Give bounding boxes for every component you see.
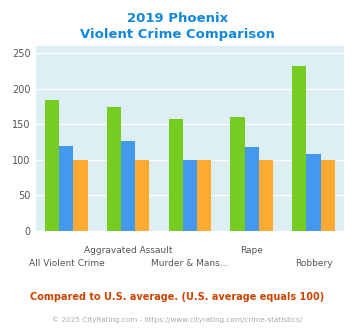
Bar bbox=[169, 119, 183, 231]
Text: Robbery: Robbery bbox=[295, 259, 332, 268]
Text: 2019 Phoenix: 2019 Phoenix bbox=[127, 12, 228, 24]
Bar bbox=[230, 117, 245, 231]
Bar bbox=[183, 160, 197, 231]
Text: Compared to U.S. average. (U.S. average equals 100): Compared to U.S. average. (U.S. average … bbox=[31, 292, 324, 302]
Text: Aggravated Assault: Aggravated Assault bbox=[84, 246, 173, 255]
Bar bbox=[259, 160, 273, 231]
Text: Rape: Rape bbox=[240, 246, 263, 255]
Bar bbox=[107, 107, 121, 231]
Text: All Violent Crime: All Violent Crime bbox=[28, 259, 104, 268]
Text: © 2025 CityRating.com - https://www.cityrating.com/crime-statistics/: © 2025 CityRating.com - https://www.city… bbox=[53, 317, 302, 323]
Bar bbox=[306, 154, 321, 231]
Bar bbox=[135, 160, 149, 231]
Bar bbox=[197, 160, 211, 231]
Bar bbox=[321, 160, 335, 231]
Text: Murder & Mans...: Murder & Mans... bbox=[151, 259, 229, 268]
Bar bbox=[245, 147, 259, 231]
Bar bbox=[292, 66, 306, 231]
Bar bbox=[121, 142, 135, 231]
Bar bbox=[45, 100, 59, 231]
Text: Violent Crime Comparison: Violent Crime Comparison bbox=[80, 28, 275, 41]
Bar bbox=[59, 146, 73, 231]
Bar bbox=[73, 160, 88, 231]
